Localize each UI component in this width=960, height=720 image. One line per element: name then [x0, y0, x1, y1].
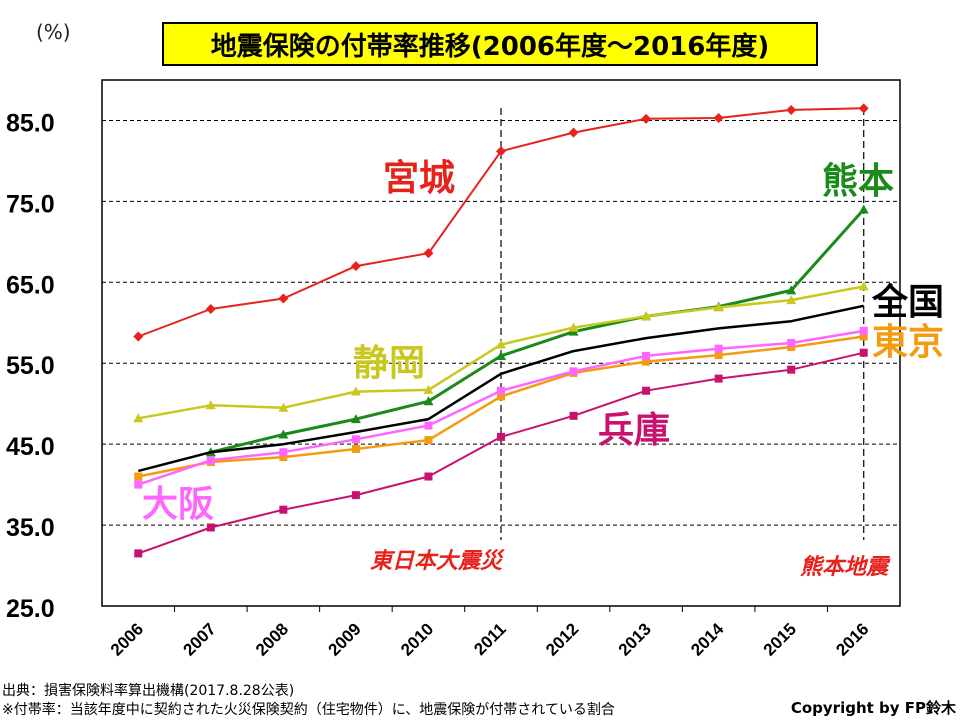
- y-tick-label: 25.0: [6, 595, 55, 623]
- series-line-zenkoku: [137, 304, 864, 473]
- series-label-zenkoku: 全国: [871, 281, 944, 323]
- data-point-osaka: [279, 448, 288, 457]
- data-point-hyogo: [497, 432, 505, 441]
- x-tick-label: 2012: [542, 619, 582, 659]
- series-label-hyogo: 兵庫: [598, 410, 670, 451]
- data-point-shizuoka: [350, 386, 361, 396]
- data-point-hyogo: [642, 386, 651, 395]
- data-point-hyogo: [351, 491, 360, 500]
- data-point-osaka: [642, 351, 651, 360]
- series-label-miyagi: 宮城: [383, 158, 455, 199]
- y-tick-label: 35.0: [6, 514, 55, 542]
- data-point-kumamoto: [786, 285, 797, 295]
- data-point-shizuoka: [786, 295, 797, 305]
- copyright-text: Copyright by FP鈴木: [790, 699, 956, 717]
- x-tick-label: 2013: [615, 619, 655, 659]
- x-tick-label: 2010: [397, 619, 437, 659]
- data-point-miyagi: [205, 304, 216, 315]
- y-tick-label: 45.0: [6, 433, 55, 461]
- data-point-osaka: [787, 339, 796, 347]
- x-tick-label: 2014: [687, 619, 728, 660]
- data-point-hyogo: [134, 549, 143, 558]
- data-point-osaka: [424, 421, 433, 430]
- data-point-shizuoka: [205, 400, 216, 410]
- data-point-kumamoto: [350, 414, 361, 424]
- data-point-tokyo: [424, 436, 433, 445]
- data-point-miyagi: [641, 113, 652, 124]
- series-label-kumamoto: 熊本: [822, 161, 894, 202]
- x-tick-label: 2007: [179, 619, 219, 659]
- data-point-shizuoka: [713, 302, 724, 312]
- series-label-osaka: 大阪: [142, 484, 214, 525]
- data-point-miyagi: [278, 293, 289, 304]
- y-tick-label: 85.0: [6, 109, 55, 137]
- data-point-hyogo: [279, 505, 288, 514]
- data-point-osaka: [351, 435, 360, 444]
- y-tick-label: 65.0: [6, 271, 55, 299]
- data-point-miyagi: [858, 103, 869, 114]
- data-point-miyagi: [423, 248, 434, 259]
- data-point-shizuoka: [278, 402, 289, 412]
- data-point-osaka: [134, 480, 143, 489]
- data-point-tokyo: [642, 357, 651, 366]
- x-tick-label: 2011: [470, 619, 510, 659]
- data-point-tokyo: [859, 332, 868, 341]
- data-point-shizuoka: [496, 339, 506, 349]
- data-point-hyogo: [714, 374, 723, 383]
- data-point-miyagi: [786, 104, 797, 115]
- x-tick-label: 2006: [107, 619, 147, 659]
- data-point-hyogo: [787, 365, 796, 374]
- data-point-miyagi: [568, 127, 579, 138]
- data-point-shizuoka: [568, 322, 579, 332]
- series-label-tokyo: 東京: [872, 321, 944, 363]
- series-line-kumamoto: [210, 208, 865, 454]
- data-point-miyagi: [713, 113, 724, 124]
- data-point-tokyo: [714, 351, 723, 360]
- definition-note: ※付帯率：当該年度中に契約された火災保険契約（住宅物件）に、地震保険が付帯されて…: [2, 702, 615, 718]
- data-point-tokyo: [497, 392, 505, 401]
- data-point-hyogo: [859, 348, 868, 357]
- data-point-hyogo: [424, 472, 433, 481]
- data-point-osaka: [206, 456, 215, 465]
- data-point-miyagi: [133, 331, 144, 342]
- data-point-tokyo: [787, 343, 796, 352]
- y-tick-label: 75.0: [6, 190, 55, 218]
- data-point-miyagi: [350, 261, 361, 272]
- data-point-tokyo: [279, 453, 288, 462]
- data-point-kumamoto: [423, 396, 434, 406]
- plot-frame: [101, 79, 901, 607]
- data-point-osaka: [569, 367, 578, 376]
- y-axis-unit-label: (%): [36, 20, 71, 44]
- x-tick-label: 2015: [760, 619, 800, 659]
- data-point-kumamoto: [858, 204, 869, 214]
- data-point-osaka: [714, 344, 723, 353]
- data-point-osaka: [497, 386, 505, 395]
- event-annotation-label: 熊本地震: [800, 554, 891, 580]
- y-tick-label: 55.0: [6, 352, 55, 380]
- data-point-tokyo: [134, 472, 143, 481]
- series-label-shizuoka: 静岡: [353, 343, 425, 384]
- data-point-shizuoka: [133, 413, 144, 423]
- data-point-hyogo: [206, 523, 215, 532]
- data-point-kumamoto: [496, 350, 506, 360]
- x-tick-label: 2016: [832, 619, 872, 659]
- event-annotation-label: 東日本大震災: [370, 549, 505, 574]
- data-point-shizuoka: [858, 281, 869, 291]
- source-note: 出典：損害保険料率算出機構(2017.8.28公表): [2, 683, 295, 699]
- data-point-osaka: [859, 326, 868, 335]
- chart-title: 地震保険の付帯率推移(2006年度～2016年度): [162, 22, 818, 66]
- data-point-shizuoka: [641, 311, 652, 321]
- data-point-tokyo: [351, 445, 360, 454]
- x-tick-label: 2009: [325, 619, 365, 659]
- data-point-miyagi: [496, 146, 506, 157]
- x-tick-label: 2008: [252, 619, 292, 659]
- data-point-kumamoto: [278, 429, 289, 439]
- data-point-shizuoka: [423, 384, 434, 394]
- data-point-hyogo: [569, 411, 578, 420]
